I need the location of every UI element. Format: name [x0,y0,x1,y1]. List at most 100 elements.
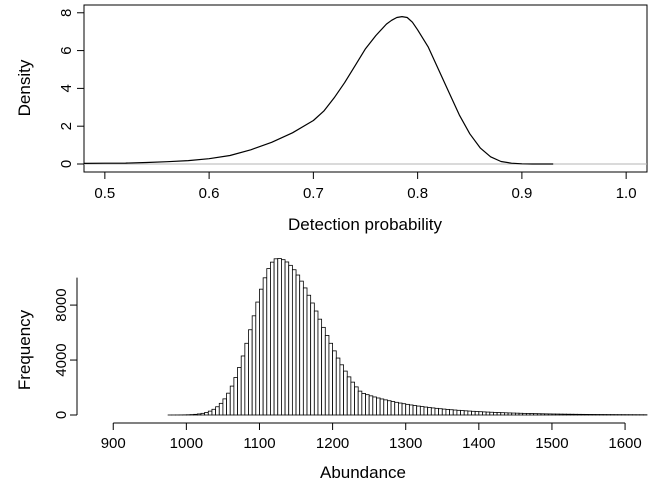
histogram-bar [244,342,249,416]
histogram-bar [211,408,217,416]
density-x-tick-label: 0.5 [94,185,115,202]
density-y-tick-label: 0 [58,160,75,168]
histogram-bar [474,411,480,416]
histogram-bar [284,261,290,416]
histogram-bar [313,310,319,416]
density-x-tick-label: 0.7 [303,185,324,202]
histogram-bar [321,326,326,416]
histogram-bar [485,411,491,416]
histogram-bar [310,302,315,416]
histogram-bar [441,408,447,416]
histogram-bar [383,399,388,416]
histogram-bar [240,355,246,416]
abundance-x-tick-label: 1000 [170,435,203,452]
histogram-bar [207,410,213,416]
abundance-y-axis-label: Frequency [15,309,34,390]
histogram-bar [482,411,487,416]
histogram-bar [196,413,202,416]
histogram-bar [518,412,524,416]
histogram-bar [460,410,465,416]
histogram-bar [259,288,264,416]
histogram-bar [302,287,308,416]
histogram-bar [222,398,227,416]
histogram-bar [438,408,443,416]
histogram-bar [376,397,381,416]
histogram-bar [226,392,231,416]
histogram-bar [445,409,450,416]
histogram-bar [204,412,209,416]
histogram-bar [427,407,432,416]
histogram-bar [591,414,597,416]
density-x-tick-label: 0.8 [407,185,428,202]
histogram-bar [288,264,293,416]
histogram-bar [463,410,469,416]
histogram-bar [262,277,268,416]
histogram-bar [350,381,355,416]
histogram-bar [368,395,374,416]
histogram-bar [489,411,494,416]
histogram-bar [299,280,304,416]
histogram-bar [500,412,505,416]
density-y-tick-label: 2 [58,122,75,130]
histogram-bar [551,413,557,416]
histogram-bar [357,390,363,416]
histogram-bar [200,412,206,416]
histogram-bar [419,406,425,416]
histogram-bar [237,367,242,416]
histogram-bar [408,404,414,416]
histogram-bar [277,258,282,416]
density-y-tick-label: 6 [58,46,75,54]
histogram-bar [496,412,502,416]
abundance-x-tick-label: 1400 [462,435,495,452]
histogram-bar [412,405,418,416]
density-plot-frame [83,4,648,173]
histogram-bar [332,350,337,416]
density-y-tick-label: 8 [58,9,75,17]
histogram-bar [434,407,440,416]
density-x-axis-label: Detection probability [288,215,443,234]
abundance-histogram [167,258,648,416]
histogram-bar [580,413,586,416]
histogram-bar [248,329,253,416]
abundance-panel: 900 1000 1100 1200 1300 1400 1500 1600 0 4000 8000… [15,258,648,482]
histogram-bar [540,413,546,416]
histogram-bar [577,413,582,416]
density-x-tick-label: 0.9 [511,185,532,202]
histogram-bar [555,413,560,416]
histogram-bar [233,377,238,416]
histogram-bar [507,412,513,416]
histogram-bar [339,364,344,416]
abundance-y-tick-label: 8000 [53,288,70,321]
histogram-bar [430,407,436,416]
histogram-bar [229,385,235,416]
histogram-bar [324,335,330,416]
histogram-bar [536,413,542,416]
histogram-bar [452,409,458,416]
histogram-bar [467,410,472,416]
histogram-bar [281,259,286,416]
abundance-x-axis-label: Abundance [320,463,406,482]
density-ticks: 0.5 0.6 0.7 0.8 0.9 1.0 0 2 4 6 8 [58,9,637,202]
abundance-x-tick-label: 1300 [389,435,422,452]
histogram-bar [317,318,323,416]
histogram-bar [423,406,429,416]
histogram-bar [390,401,396,416]
density-x-tick-label: 0.6 [199,185,220,202]
density-curve [83,16,554,165]
density-x-tick-label: 1.0 [616,185,637,202]
abundance-x-tick-label: 1200 [316,435,349,452]
histogram-bar [595,414,600,416]
histogram-bar [218,402,224,416]
histogram-bar [525,413,531,416]
abundance-x-tick-label: 900 [101,435,126,452]
histogram-bar [328,342,334,416]
histogram-bar [387,400,392,416]
histogram-bar [295,274,301,416]
histogram-bar [562,413,567,416]
histogram-bar [547,413,553,416]
histogram-bar [504,412,509,416]
histogram-bar [346,376,352,416]
histogram-bar [273,258,279,416]
histogram-bar [493,411,498,416]
histogram-bar [291,269,297,416]
